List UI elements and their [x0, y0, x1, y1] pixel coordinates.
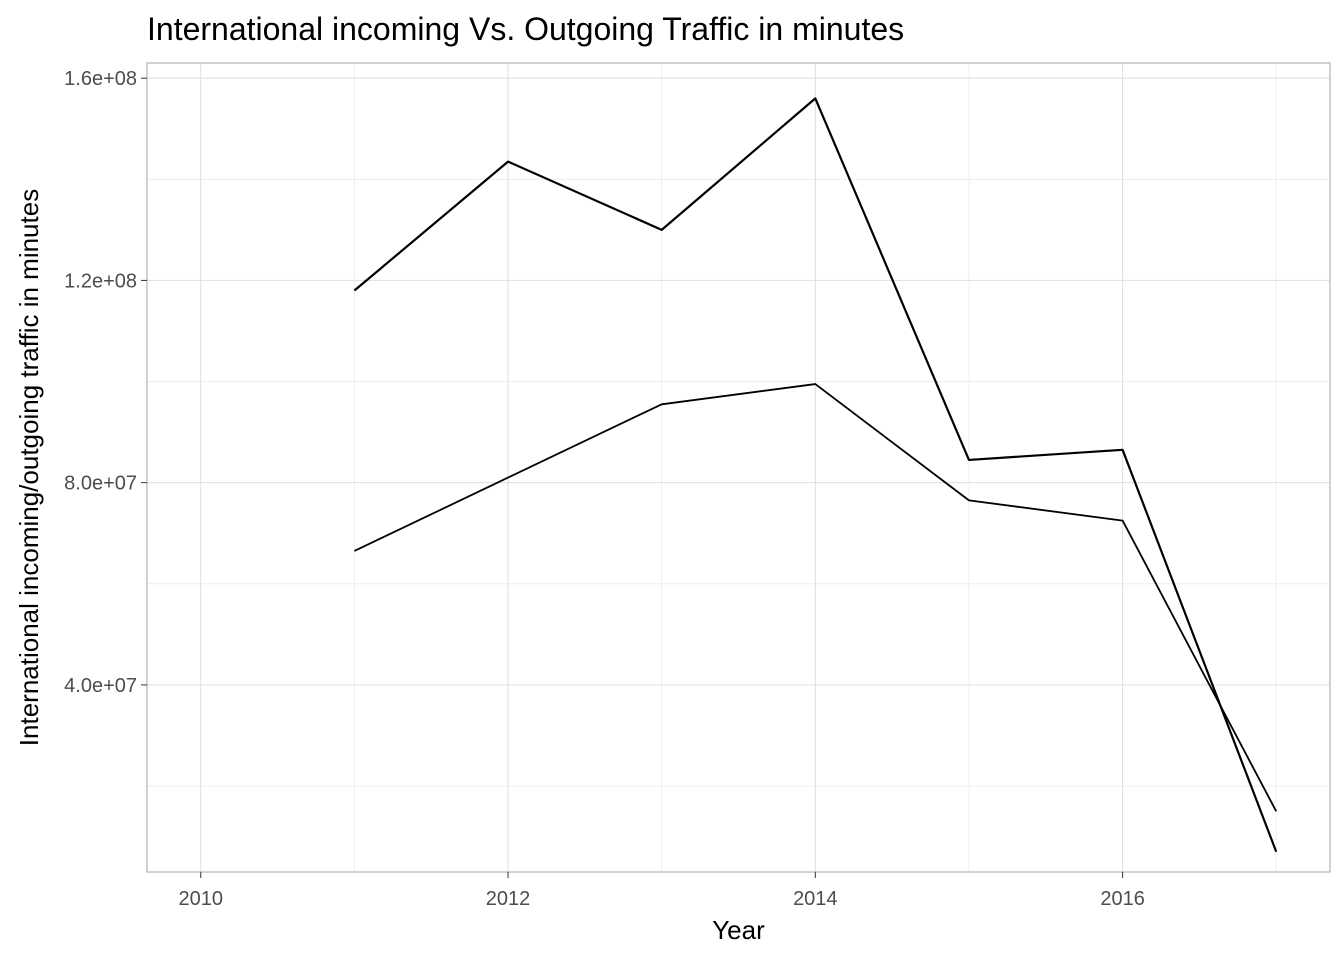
y-tick-label: 4.0e+07	[64, 675, 137, 697]
x-tick-label: 2012	[486, 888, 531, 910]
chart-title: International incoming Vs. Outgoing Traf…	[147, 11, 904, 47]
x-tick-label: 2010	[179, 888, 224, 910]
x-tick-label: 2016	[1100, 888, 1145, 910]
y-axis: 4.0e+07 8.0e+07 1.2e+08 1.6e+08	[64, 68, 147, 697]
y-tick-label: 8.0e+07	[64, 473, 137, 495]
series-lines	[353, 97, 1278, 853]
series-line-2	[354, 383, 1278, 812]
plot-panel-border	[146, 62, 1331, 873]
grid	[147, 63, 1330, 872]
x-axis: 2010 2012 2014 2016	[179, 872, 1145, 910]
y-tick-label: 1.6e+08	[64, 68, 137, 90]
x-axis-title: Year	[712, 915, 765, 945]
x-tick-label: 2014	[793, 888, 838, 910]
y-axis-title: International incoming/outgoing traffic …	[14, 189, 44, 746]
series-line-1	[353, 97, 1278, 853]
y-tick-label: 1.2e+08	[64, 270, 137, 292]
